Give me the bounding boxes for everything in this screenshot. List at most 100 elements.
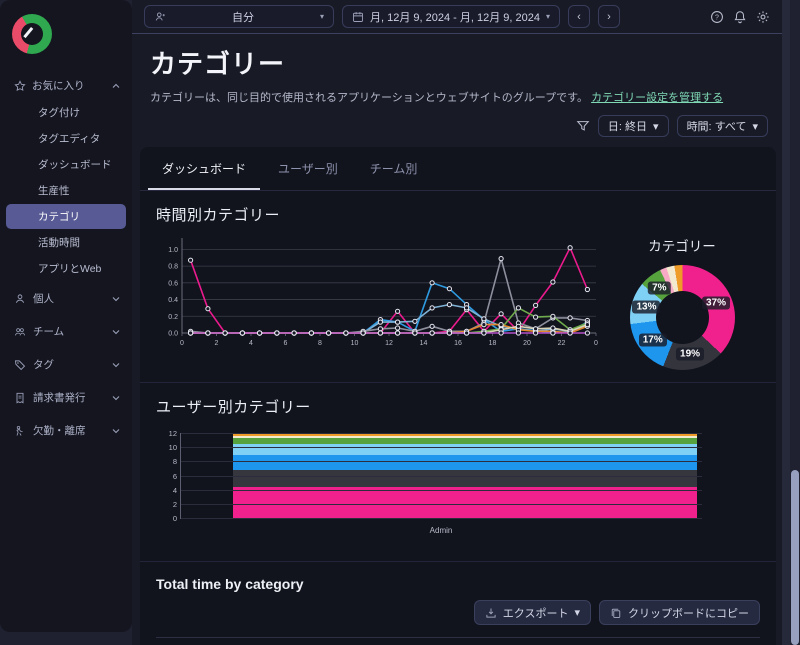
previous-day-button[interactable]: ‹ bbox=[568, 5, 590, 28]
bar-segment-green[interactable] bbox=[233, 438, 697, 445]
svg-text:0.2: 0.2 bbox=[168, 314, 178, 321]
filter-row: 日: 終日 ▾ 時間: すべて ▾ bbox=[150, 115, 768, 137]
hourly-category-section: 時間別カテゴリー 0.0 0.2 0.4 0.6 0.8 1.0 0 2 4 6 8 10 12 14 16… bbox=[140, 191, 776, 383]
help-icon[interactable]: ? bbox=[710, 10, 724, 24]
donut-slice-label: 17% bbox=[638, 333, 667, 347]
tab[interactable]: チーム別 bbox=[369, 162, 418, 176]
copy-icon bbox=[610, 607, 622, 619]
category-donut-chart[interactable]: 37% 19% 17% 13% 7% bbox=[629, 265, 735, 370]
caret-down-icon: ▾ bbox=[653, 120, 659, 133]
caret-down-icon: ▾ bbox=[752, 120, 758, 133]
svg-text:12: 12 bbox=[385, 340, 393, 347]
svg-text:0.8: 0.8 bbox=[168, 264, 178, 271]
column-header-name[interactable]: 名前 bbox=[156, 637, 513, 645]
sidebar-group-label: お気に入り bbox=[32, 80, 85, 92]
sidebar-section-invoice[interactable]: 請求書発行 bbox=[0, 381, 132, 414]
filter-icon[interactable] bbox=[576, 119, 590, 133]
user-selector-value: 自分 bbox=[231, 11, 254, 24]
team-icon bbox=[14, 326, 26, 338]
export-button[interactable]: エクスポート ▾ bbox=[473, 600, 591, 625]
chevron-up-icon bbox=[110, 80, 122, 92]
donut-slice-label: 19% bbox=[676, 347, 705, 361]
donut-slice-label: 37% bbox=[701, 296, 730, 310]
chevron-down-icon bbox=[110, 425, 122, 437]
tab-bar: ダッシュボード ユーザー別 チーム別 bbox=[140, 147, 776, 191]
bar-segment-cream[interactable] bbox=[233, 436, 697, 439]
sidebar-item[interactable]: 生産性 bbox=[38, 185, 70, 197]
svg-text:8: 8 bbox=[318, 340, 322, 347]
chevron-down-icon bbox=[110, 326, 122, 338]
bar-segment-dark-gray[interactable] bbox=[233, 470, 697, 487]
svg-text:0.4: 0.4 bbox=[168, 297, 178, 304]
hourly-line-chart[interactable]: 0.0 0.2 0.4 0.6 0.8 1.0 0 2 4 6 8 10 12 14 16 18 20 22 0 bbox=[156, 233, 604, 370]
per-user-bar-chart[interactable]: 0 2 4 6 8 10 12 Admin bbox=[169, 429, 702, 535]
svg-text:0: 0 bbox=[594, 340, 598, 347]
person-icon bbox=[14, 293, 26, 305]
next-day-button[interactable]: › bbox=[598, 5, 620, 28]
category-table: 名前 合計⌄ ゲーム4.43hその他2.33h bbox=[156, 637, 760, 645]
sidebar-section-person[interactable]: 個人 bbox=[0, 282, 132, 315]
sidebar-favorites-list: タグ付けタグエディタ ダッシュボード 生産性カテゴリ活動時間アプリとWeb bbox=[0, 100, 132, 281]
svg-text:2: 2 bbox=[215, 340, 219, 347]
donut-slice-label: 13% bbox=[632, 300, 661, 314]
sidebar-section-absence[interactable]: 欠勤・離席 bbox=[0, 414, 132, 447]
sidebar-section-team[interactable]: チーム bbox=[0, 315, 132, 348]
app-logo-icon[interactable] bbox=[12, 14, 52, 54]
svg-text:22: 22 bbox=[558, 340, 566, 347]
scrollbar-track[interactable] bbox=[790, 0, 800, 645]
calendar-icon bbox=[352, 11, 364, 23]
tab[interactable]: ダッシュボード bbox=[148, 147, 261, 190]
svg-text:?: ? bbox=[715, 14, 719, 21]
bar-segment-light-blue[interactable] bbox=[233, 444, 697, 455]
caret-down-icon: ▾ bbox=[319, 12, 324, 21]
scrollbar-thumb[interactable] bbox=[791, 470, 799, 645]
per-user-category-section: ユーザー別カテゴリー 0 2 4 6 8 10 12 Admin bbox=[140, 383, 776, 562]
invoice-icon bbox=[14, 392, 26, 404]
sidebar-item[interactable]: アプリとWeb bbox=[38, 263, 102, 275]
page-description: カテゴリーは、同じ目的で使用されるアプリケーションとウェブサイトのグループです。… bbox=[150, 92, 724, 104]
tag-icon bbox=[14, 359, 26, 371]
svg-text:14: 14 bbox=[420, 340, 428, 347]
table-title: Total time by category bbox=[156, 576, 304, 592]
time-filter-dropdown[interactable]: 時間: すべて ▾ bbox=[676, 115, 768, 137]
hourly-chart-title: 時間別カテゴリー bbox=[156, 207, 281, 224]
bell-icon[interactable] bbox=[733, 10, 747, 24]
column-header-total[interactable]: 合計⌄ bbox=[512, 637, 760, 645]
sidebar-item[interactable]: タグエディタ bbox=[38, 133, 101, 145]
tab[interactable]: ユーザー別 bbox=[278, 162, 338, 176]
chevron-down-icon bbox=[110, 359, 122, 371]
caret-down-icon: ▾ bbox=[574, 607, 580, 619]
manage-categories-link[interactable]: カテゴリー設定を管理する bbox=[591, 92, 724, 104]
bar-plot-area: 0 2 4 6 8 10 12 bbox=[169, 429, 702, 523]
per-user-chart-title: ユーザー別カテゴリー bbox=[156, 399, 311, 416]
day-filter-dropdown[interactable]: 日: 終日 ▾ bbox=[597, 115, 669, 137]
bar-segment-orange[interactable] bbox=[233, 434, 697, 437]
sidebar: お気に入り タグ付けタグエディタ ダッシュボード 生産性カテゴリ活動時間アプリとWe… bbox=[0, 0, 132, 632]
svg-text:20: 20 bbox=[523, 340, 531, 347]
sidebar-section-tag[interactable]: タグ bbox=[0, 348, 132, 381]
date-range-value: 月, 12月 9, 2024 - 月, 12月 9, 2024 bbox=[370, 11, 540, 24]
donut-slice-label: 7% bbox=[648, 281, 671, 295]
gear-icon[interactable] bbox=[756, 10, 770, 24]
sidebar-item[interactable]: タグ付け bbox=[38, 107, 80, 119]
bar-segment-blue[interactable] bbox=[233, 454, 697, 471]
copy-to-clipboard-button[interactable]: クリップボードにコピー bbox=[599, 600, 760, 625]
dashboard-card: ダッシュボード ユーザー別 チーム別 時間別カテゴリー 0.0 0.2 0.4 0.6 0.… bbox=[140, 147, 776, 645]
caret-down-icon: ▾ bbox=[545, 12, 550, 21]
date-range-selector[interactable]: 月, 12月 9, 2024 - 月, 12月 9, 2024 ▾ bbox=[342, 5, 560, 28]
stacked-bar[interactable] bbox=[233, 433, 697, 518]
svg-text:1.0: 1.0 bbox=[168, 247, 178, 254]
top-bar: 自分 ▾ 月, 12月 9, 2024 - 月, 12月 9, 2024 ▾ ‹… bbox=[132, 0, 784, 34]
bar-x-axis-label: Admin bbox=[429, 526, 453, 535]
star-icon bbox=[14, 79, 26, 92]
bar-segment-magenta[interactable] bbox=[233, 486, 697, 518]
sidebar-item[interactable]: カテゴリ bbox=[6, 204, 126, 229]
svg-text:4: 4 bbox=[249, 340, 253, 347]
user-selector[interactable]: 自分 ▾ bbox=[144, 5, 334, 28]
sidebar-item[interactable]: ダッシュボード bbox=[38, 159, 112, 171]
donut-chart-title: カテゴリー bbox=[648, 239, 716, 254]
svg-text:0.6: 0.6 bbox=[168, 280, 178, 287]
sidebar-sections: 個人 チーム タグ 請求書発行 欠勤・離席 bbox=[0, 282, 132, 447]
sidebar-group-favorites[interactable]: お気に入り bbox=[0, 72, 132, 99]
sidebar-item[interactable]: 活動時間 bbox=[38, 237, 80, 249]
